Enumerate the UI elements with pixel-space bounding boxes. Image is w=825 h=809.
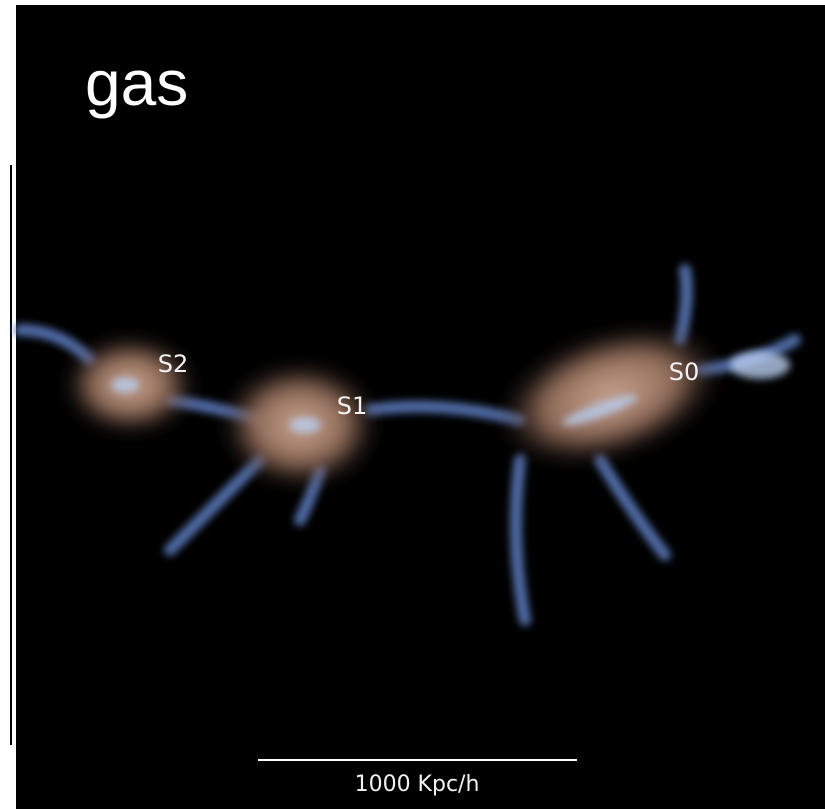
image: gas S2 S1 S0 1000 Kpc/h [0,0,825,809]
page: gas S2 S1 S0 1000 Kpc/h (() => { const d… [0,0,825,809]
structure-label: S2 [158,350,189,378]
title: gas [85,47,188,119]
scale-bar-label: 1000 Kpc/h [355,772,480,797]
structure-label: S1 [337,392,368,420]
structure-label: S0 [669,358,700,386]
